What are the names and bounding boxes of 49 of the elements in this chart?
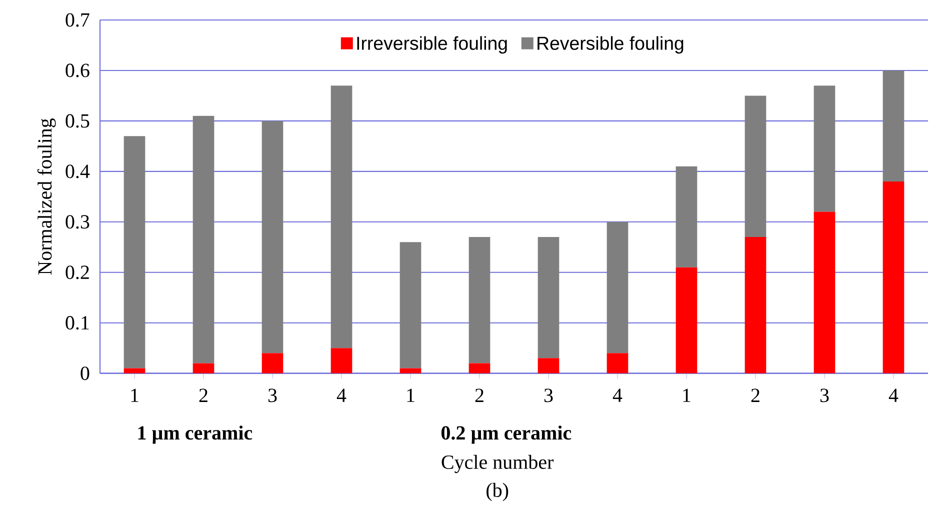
bar <box>744 237 766 374</box>
x-tick-label: 3 <box>268 388 277 402</box>
x-tick-label: 4 <box>888 388 898 402</box>
y-tick-label: 0.2 <box>66 266 89 280</box>
x-tick-label: 1 <box>131 388 138 402</box>
bar <box>400 242 422 368</box>
y-tick-label: 0 <box>80 366 90 380</box>
bar <box>192 363 214 374</box>
bar <box>468 237 490 364</box>
x-tick-label: 3 <box>544 388 553 402</box>
bar <box>330 86 352 348</box>
y-tick-label: 0.5 <box>66 114 90 128</box>
text: 0.2 µm ceramic <box>441 426 572 444</box>
y-tick-label: 0.3 <box>66 215 90 229</box>
bar <box>538 237 560 358</box>
y-axis-title: Normalized fouling <box>37 118 56 275</box>
x-axis-title: Cycle number <box>442 455 554 474</box>
x-tick-label: 3 <box>820 388 829 402</box>
bar <box>814 86 836 212</box>
text: (b) <box>486 483 508 502</box>
bar <box>192 116 214 364</box>
legend-label: Irreversible fouling <box>357 36 507 54</box>
y-tick-label: 0.6 <box>66 64 90 78</box>
bar <box>606 353 628 374</box>
y-tick-label: 0.1 <box>66 316 89 330</box>
bar <box>468 363 490 374</box>
bar <box>744 96 766 238</box>
bar <box>262 353 284 374</box>
x-tick-label: 2 <box>199 388 208 402</box>
bar <box>814 212 836 374</box>
x-tick-label: 1 <box>407 388 414 402</box>
legend-label: Reversible fouling <box>538 36 684 54</box>
bar <box>606 222 628 354</box>
bar <box>882 182 904 374</box>
bar <box>676 267 698 374</box>
bar <box>676 166 698 268</box>
bar <box>262 121 284 354</box>
x-tick-label: 1 <box>683 388 690 402</box>
text: 1 µm ceramic <box>138 426 252 444</box>
bar <box>124 136 146 368</box>
x-tick-label: 4 <box>336 388 346 402</box>
y-tick-label: 0.7 <box>66 13 90 27</box>
bar <box>538 358 560 374</box>
x-tick-label: 2 <box>475 388 484 402</box>
bar <box>882 70 904 182</box>
bar <box>330 348 352 374</box>
x-tick-label: 2 <box>751 388 760 402</box>
x-tick-label: 4 <box>612 388 622 402</box>
y-tick-label: 0.4 <box>66 164 90 178</box>
